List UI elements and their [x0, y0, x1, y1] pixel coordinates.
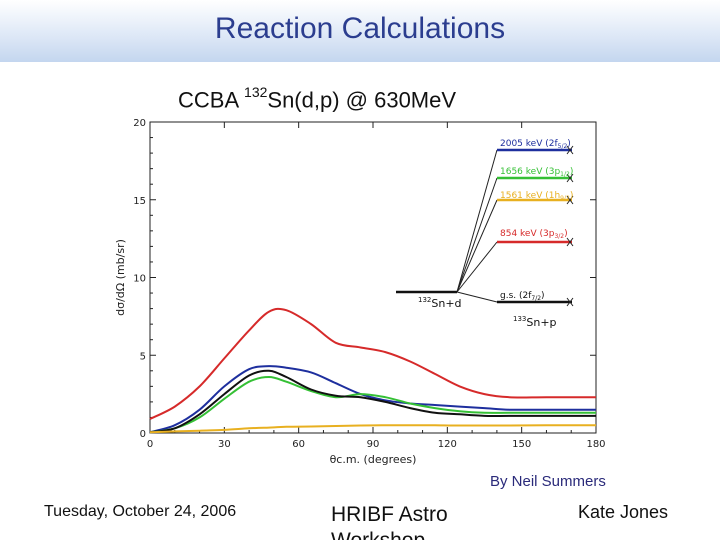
x-tick-label: 90: [367, 439, 380, 450]
subtitle-reaction: Sn(d,p) @ 630MeV: [267, 87, 457, 113]
level-energy: g.s. (2f: [500, 291, 532, 301]
level-connector: [456, 149, 498, 293]
level-spin: 7/2: [531, 295, 541, 302]
credit-text: By Neil Summers: [490, 473, 606, 490]
x-tick-label: 30: [218, 439, 231, 450]
level-connector: [456, 241, 498, 293]
level-connector: [456, 199, 498, 293]
y-axis-label: dσ/dΩ (mb/sr): [114, 239, 127, 316]
level-energy: 2005 keV (2f: [500, 139, 558, 149]
level-label: 854 keV (3p3/2): [500, 229, 568, 240]
x-tick-label: 180: [586, 439, 605, 450]
entrance-label: Sn+d: [431, 297, 461, 310]
level-spin: 9/2: [560, 195, 570, 202]
y-tick-label: 20: [133, 118, 146, 129]
slide-title: Reaction Calculations: [214, 12, 506, 45]
exit-mass: 133: [513, 315, 526, 323]
slide-subtitle: CCBA 132Sn(d,p) @ 630MeV: [178, 84, 457, 113]
level-spin: 5/2: [558, 143, 568, 150]
y-tick-label: 0: [140, 429, 146, 440]
level-spin: 1/2: [560, 171, 570, 178]
level-close: ): [541, 291, 545, 301]
level-energy: 1656 keV (3p: [500, 167, 560, 177]
y-tick-label: 10: [133, 274, 146, 285]
level-marker: [566, 297, 574, 307]
level-spin: 3/2: [554, 233, 564, 240]
level-marker: [566, 237, 574, 247]
chart-axes: 0 30 60 90 120 150 180 0 5 10 15 20 θc.m. (degrees) d…: [114, 118, 606, 466]
subtitle-prefix: CCBA: [178, 87, 245, 113]
level-marker: [566, 173, 574, 183]
level-scheme-inset: 2005 keV (2f5/2)1656 keV (3p1/2)1561 keV…: [396, 139, 574, 329]
level-label: g.s. (2f7/2): [500, 291, 545, 302]
level-close: ): [570, 191, 574, 201]
entrance-nucleus: 132Sn+d: [418, 296, 462, 310]
series-line-2: [149, 375, 596, 434]
level-close: ): [567, 139, 571, 149]
exit-label: Sn+p: [526, 316, 556, 329]
level-close: ): [570, 167, 574, 177]
series-line-0: [149, 307, 596, 420]
exit-nucleus: 133Sn+p: [513, 315, 557, 329]
x-tick-label: 120: [438, 439, 457, 450]
level-energy: 854 keV (3p: [500, 229, 555, 239]
level-label: 1656 keV (3p1/2): [500, 167, 573, 178]
level-connector: [456, 177, 498, 293]
series-line-1: [149, 365, 596, 434]
series-line-4: [149, 424, 596, 434]
level-label: 2005 keV (2f5/2): [500, 139, 571, 150]
level-connector: [456, 291, 498, 303]
chart-curves: [149, 307, 596, 434]
series-line-3: [149, 369, 596, 434]
y-tick-label: 5: [140, 351, 146, 362]
x-axis-label: θc.m. (degrees): [330, 453, 417, 466]
x-tick-label: 60: [292, 439, 305, 450]
level-close: ): [564, 229, 568, 239]
footer-author: Kate Jones: [578, 502, 669, 522]
level-energy: 1561 keV (1h: [500, 191, 560, 201]
footer-event-box: HRIBF Astro Workshop: [0, 502, 720, 540]
subtitle-mass: 132: [244, 84, 268, 100]
x-tick-label: 0: [147, 439, 153, 450]
y-tick-label: 15: [133, 196, 146, 207]
level-marker: [566, 145, 574, 155]
level-label: 1561 keV (1h9/2): [500, 191, 573, 202]
level-marker: [566, 195, 574, 205]
footer-date: Tuesday, October 24, 2006: [44, 503, 237, 520]
entrance-mass: 132: [418, 296, 431, 304]
x-tick-label: 150: [512, 439, 531, 450]
footer-event: HRIBF Astro Workshop: [331, 503, 448, 540]
title-bar: [0, 0, 720, 62]
